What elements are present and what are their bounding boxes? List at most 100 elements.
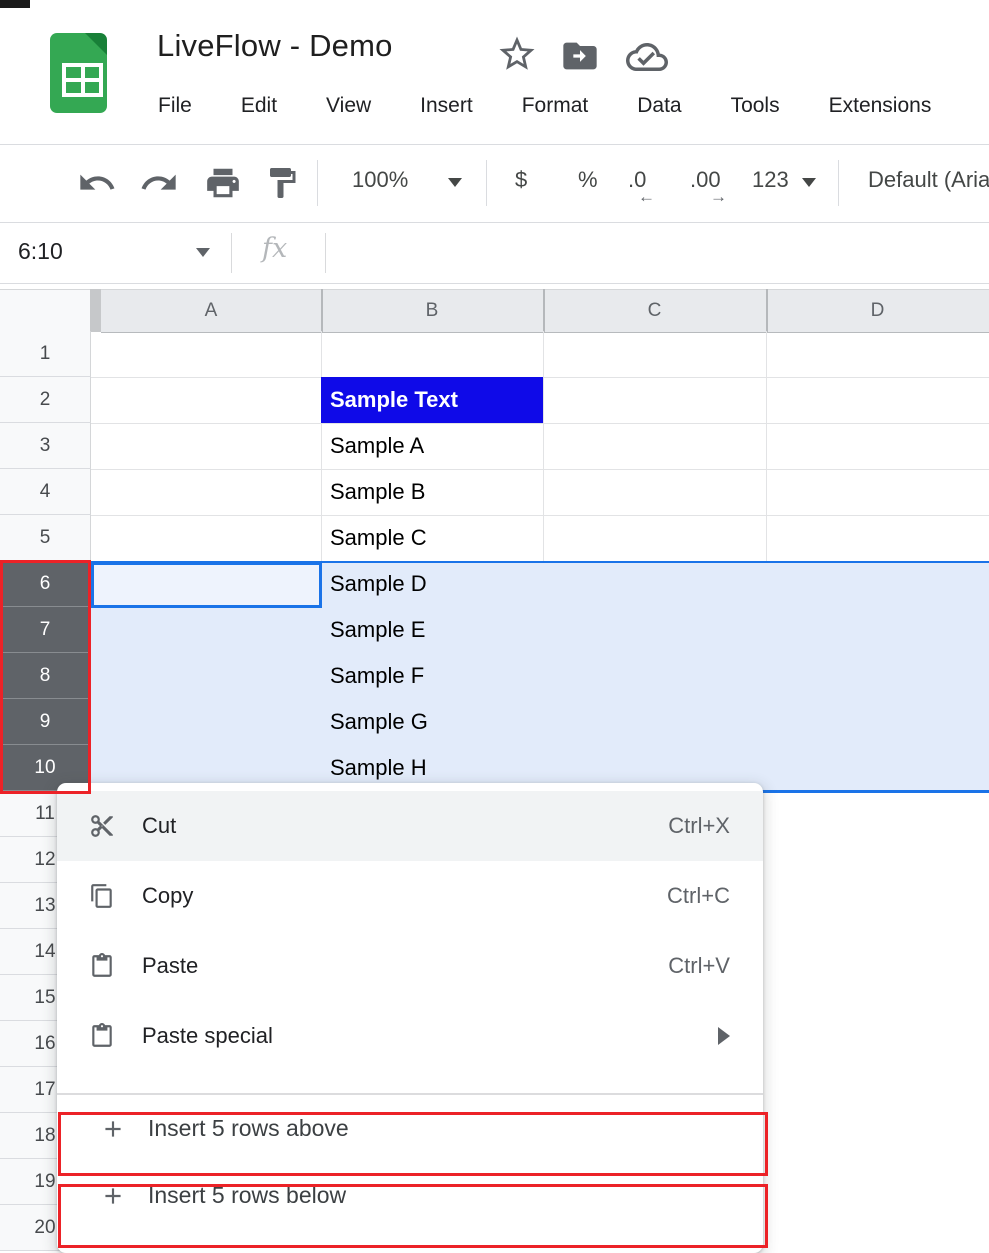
column-header-c[interactable]: C [543, 289, 766, 333]
divider [0, 144, 989, 145]
menu-item-label: Cut [142, 813, 177, 838]
toolbar-separator [317, 160, 318, 206]
menu-item-label: Insert 5 rows below [148, 1182, 347, 1208]
menubar-item-format[interactable]: Format [521, 94, 589, 117]
menu-bar: File Edit View Insert Format Data Tools Extensi… [156, 90, 933, 122]
corner-divider [90, 289, 101, 332]
more-formats-caret-icon[interactable] [802, 178, 816, 187]
toolbar-separator [838, 160, 839, 206]
row-header-6[interactable]: 6 [0, 561, 91, 607]
copy-icon [89, 883, 115, 909]
plus-icon [100, 1183, 126, 1209]
cell-b4[interactable]: Sample B [330, 479, 426, 504]
row-header-7[interactable]: 7 [0, 607, 91, 653]
row-header-4[interactable]: 4 [0, 469, 91, 515]
row-header-5[interactable]: 5 [0, 515, 91, 561]
menu-item-shortcut: Ctrl+V [668, 953, 730, 978]
row-header-8[interactable]: 8 [0, 653, 91, 699]
undo-icon[interactable] [77, 163, 117, 203]
menu-separator [57, 1093, 763, 1095]
gridline [91, 469, 989, 470]
name-box[interactable]: 6:10 [18, 238, 63, 264]
menu-item-shortcut: Ctrl+X [668, 813, 730, 838]
menu-item-cut[interactable]: Cut Ctrl+X [57, 791, 763, 861]
more-formats-button[interactable]: 123 [752, 167, 789, 192]
name-box-caret-icon[interactable] [196, 248, 210, 257]
divider [0, 283, 989, 284]
menu-item-label: Paste [142, 953, 199, 978]
move-folder-icon[interactable] [560, 36, 600, 76]
column-header-divider [543, 289, 545, 332]
menu-item-paste-special[interactable]: Paste special [57, 1001, 763, 1071]
screen-corner-artifact [0, 0, 30, 8]
cell-b7[interactable]: Sample E [330, 617, 426, 642]
selection-top-border [91, 561, 989, 563]
row-header-1[interactable]: 1 [0, 331, 91, 377]
cloud-check-icon[interactable] [625, 36, 669, 78]
star-icon[interactable] [496, 33, 538, 75]
menu-item-insert-5-rows-above[interactable]: Insert 5 rows above [57, 1095, 763, 1162]
row-header-2[interactable]: 2 [0, 377, 91, 423]
title-bar: LiveFlow - Demo File Edit View Insert Format… [0, 0, 989, 144]
menubar-item-data[interactable]: Data [637, 94, 682, 117]
column-header-divider [766, 289, 768, 332]
format-currency-button[interactable]: $ [515, 167, 528, 192]
gridline [543, 331, 544, 561]
menubar-item-file[interactable]: File [158, 94, 192, 117]
cell-b3[interactable]: Sample A [330, 433, 425, 458]
divider [0, 222, 989, 223]
menubar-item-insert[interactable]: Insert [420, 94, 473, 117]
increase-decimal-arrow-icon: → [710, 187, 727, 206]
decrease-decimal-button[interactable]: .0 [628, 167, 647, 192]
toolbar-separator [486, 160, 487, 206]
zoom-control[interactable]: 100% [352, 167, 409, 192]
cell-b5[interactable]: Sample C [330, 525, 427, 550]
menu-item-label: Copy [142, 883, 194, 908]
cell-b2[interactable]: Sample Text [321, 377, 543, 423]
sheets-logo[interactable] [50, 32, 108, 113]
redo-icon[interactable] [139, 163, 179, 203]
sheets-logo-grid-icon [62, 63, 103, 97]
plus-icon [100, 1116, 126, 1142]
gridline [766, 331, 767, 561]
document-title[interactable]: LiveFlow - Demo [157, 28, 393, 63]
menubar-item-view[interactable]: View [326, 94, 372, 117]
menu-item-label: Insert 5 rows above [148, 1115, 349, 1141]
submenu-arrow-icon [718, 1027, 730, 1045]
format-percent-button[interactable]: % [578, 167, 598, 192]
active-cell-a6[interactable] [91, 562, 322, 608]
cell-b6[interactable]: Sample D [330, 571, 427, 596]
clipboard-icon [89, 953, 115, 979]
clipboard-icon [89, 1023, 115, 1049]
column-header-a[interactable]: A [101, 289, 321, 333]
toolbar: 100% $ % .0 ← .00 → 123 Default (Arial) [0, 145, 989, 222]
cell-b8[interactable]: Sample F [330, 663, 425, 688]
gridline [91, 515, 989, 516]
menubar-item-extensions[interactable]: Extensions [828, 94, 932, 117]
paint-format-icon[interactable] [264, 163, 300, 203]
row-header-3[interactable]: 3 [0, 423, 91, 469]
menu-item-paste[interactable]: Paste Ctrl+V [57, 931, 763, 1001]
scissors-icon [89, 813, 115, 839]
menu-item-insert-5-rows-below[interactable]: Insert 5 rows below [57, 1162, 763, 1229]
fx-icon: fx [262, 233, 288, 264]
menu-item-label: Paste special [142, 1023, 273, 1048]
menubar-item-edit[interactable]: Edit [240, 94, 278, 117]
select-all-corner[interactable] [0, 289, 90, 333]
menubar-item-tools[interactable]: Tools [730, 94, 780, 117]
cell-b9[interactable]: Sample G [330, 709, 428, 734]
increase-decimal-button[interactable]: .00 [690, 167, 721, 192]
gridline [91, 423, 989, 424]
font-selector[interactable]: Default (Arial) [868, 167, 989, 192]
formula-bar: 6:10 fx [0, 223, 989, 283]
row-header-9[interactable]: 9 [0, 699, 91, 745]
gridline [321, 331, 322, 561]
print-icon[interactable] [204, 163, 242, 203]
column-header-b[interactable]: B [321, 289, 543, 333]
column-header-d[interactable]: D [766, 289, 989, 333]
decrease-decimal-arrow-icon: ← [638, 187, 655, 206]
menu-item-copy[interactable]: Copy Ctrl+C [57, 861, 763, 931]
cell-b10[interactable]: Sample H [330, 755, 427, 780]
zoom-caret-icon[interactable] [448, 178, 462, 187]
column-header-divider [321, 289, 323, 332]
